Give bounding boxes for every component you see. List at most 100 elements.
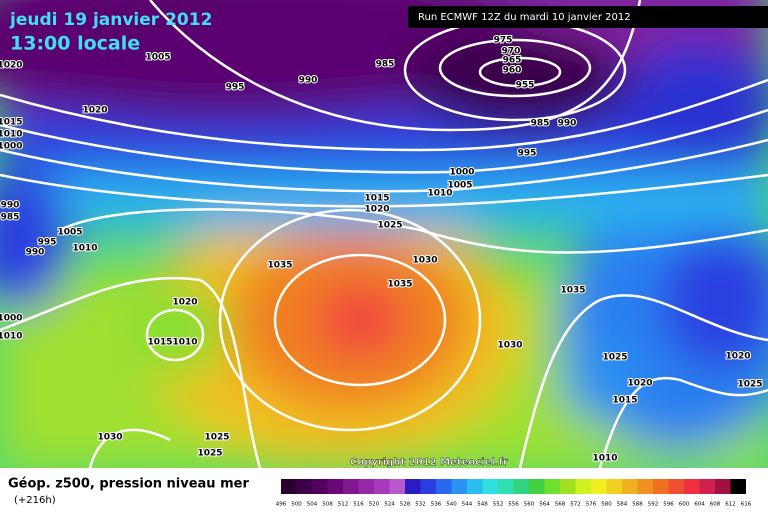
scale-label: 564 — [539, 502, 550, 508]
isobar-label: 1015 — [0, 118, 23, 128]
scale-cell — [358, 479, 374, 494]
scale-label: 560 — [524, 502, 535, 508]
isobar-label: 1000 — [0, 142, 23, 152]
scale-label: 588 — [632, 502, 643, 508]
isobar-label: 1020 — [364, 205, 389, 215]
scale-cell — [591, 479, 607, 494]
caption: Géop. z500, pression niveau mer — [8, 477, 249, 492]
isobar-label: 1020 — [82, 106, 107, 116]
scale-label: 616 — [741, 502, 752, 508]
scale-label: 592 — [648, 502, 659, 508]
isobar-label: 975 — [494, 36, 513, 46]
isobar-label: 955 — [516, 81, 535, 91]
scale-label: 516 — [353, 502, 364, 508]
isobar-label: 1005 — [57, 228, 82, 238]
scale-label: 600 — [679, 502, 690, 508]
scale-cell — [482, 479, 498, 494]
scale-cell — [560, 479, 576, 494]
isobar-label: 1010 — [172, 338, 197, 348]
isobar-label: 1020 — [0, 61, 23, 71]
scale-cell — [420, 479, 436, 494]
scale-label: 608 — [710, 502, 721, 508]
scale-label: 576 — [586, 502, 597, 508]
scale-cell — [637, 479, 653, 494]
color-scale: 496 500 504 508 512 516 520 524 528 532 536 540 544 5… — [276, 479, 752, 508]
isobar-label: 985 — [1, 213, 20, 223]
isobar-label: 970 — [502, 47, 521, 57]
isobar-label: 1025 — [737, 380, 762, 390]
scale-label: 524 — [384, 502, 395, 508]
scale-label: 580 — [601, 502, 612, 508]
copyright: Copyright 2012 Meteociel.fr — [350, 457, 508, 468]
scale-label: 536 — [431, 502, 442, 508]
scale-cell — [296, 479, 312, 494]
scale-label: 612 — [725, 502, 736, 508]
scale-cell — [343, 479, 359, 494]
scale-cell — [312, 479, 328, 494]
scale-cell — [451, 479, 467, 494]
isobar-label: 995 — [226, 83, 245, 93]
scale-label: 572 — [570, 502, 581, 508]
scale-label: 544 — [462, 502, 473, 508]
scale-label: 548 — [477, 502, 488, 508]
scale-label: 604 — [694, 502, 705, 508]
isobar-label: 990 — [1, 201, 20, 211]
isobar-label: 1010 — [592, 454, 617, 464]
run-banner — [408, 6, 768, 28]
isobar-label: 1005 — [447, 181, 472, 191]
scale-label: 596 — [663, 502, 674, 508]
scale-cell — [498, 479, 514, 494]
isobar-label: 985 — [376, 60, 395, 70]
scale-cell — [405, 479, 421, 494]
scale-cell — [327, 479, 343, 494]
isobar-label: 1030 — [497, 341, 522, 351]
scale-cell — [575, 479, 591, 494]
scale-label: 520 — [369, 502, 380, 508]
run-label: Run ECMWF 12Z du mardi 10 janvier 2012 — [418, 12, 631, 23]
isobar-label: 1020 — [172, 298, 197, 308]
isobar-label: 1005 — [145, 53, 170, 63]
scale-label: 552 — [493, 502, 504, 508]
scale-label: 496 — [276, 502, 287, 508]
scale-cell — [467, 479, 483, 494]
scale-label: 532 — [415, 502, 426, 508]
scale-cell — [544, 479, 560, 494]
scale-cell — [389, 479, 405, 494]
isobar-label: 985 — [531, 119, 550, 129]
scale-cell — [606, 479, 622, 494]
scale-cell — [684, 479, 700, 494]
scale-cell — [374, 479, 390, 494]
isobar-label: 1000 — [0, 314, 23, 324]
scale-cell — [281, 479, 297, 494]
isobar-label: 1000 — [449, 168, 474, 178]
isobar-label: 1015 — [612, 396, 637, 406]
scale-cell — [715, 479, 731, 494]
scale-cell — [668, 479, 684, 494]
isobar-label: 960 — [503, 66, 522, 76]
isobar-label: 1015 — [147, 338, 172, 348]
isobar-label: 1035 — [560, 286, 585, 296]
scale-cell — [529, 479, 545, 494]
isobar-label: 1015 — [364, 194, 389, 204]
isobar-label: 1010 — [0, 130, 23, 140]
scale-label: 512 — [338, 502, 349, 508]
scale-label: 568 — [555, 502, 566, 508]
isobar-label: 1020 — [627, 379, 652, 389]
isobar-label: 995 — [38, 238, 57, 248]
scale-label: 504 — [307, 502, 318, 508]
isobar-label: 1010 — [427, 189, 452, 199]
scale-label: 508 — [322, 502, 333, 508]
isobar-label: 990 — [299, 76, 318, 86]
isobar-label: 1035 — [267, 261, 292, 271]
date: jeudi 19 janvier 2012 — [9, 10, 212, 30]
isobar-label: 1010 — [0, 332, 23, 342]
scale-cell — [730, 479, 746, 494]
isobar-label: 1025 — [197, 449, 222, 459]
isobar-label: 965 — [503, 56, 522, 66]
isobar-label: 990 — [26, 248, 45, 258]
scale-cell — [622, 479, 638, 494]
